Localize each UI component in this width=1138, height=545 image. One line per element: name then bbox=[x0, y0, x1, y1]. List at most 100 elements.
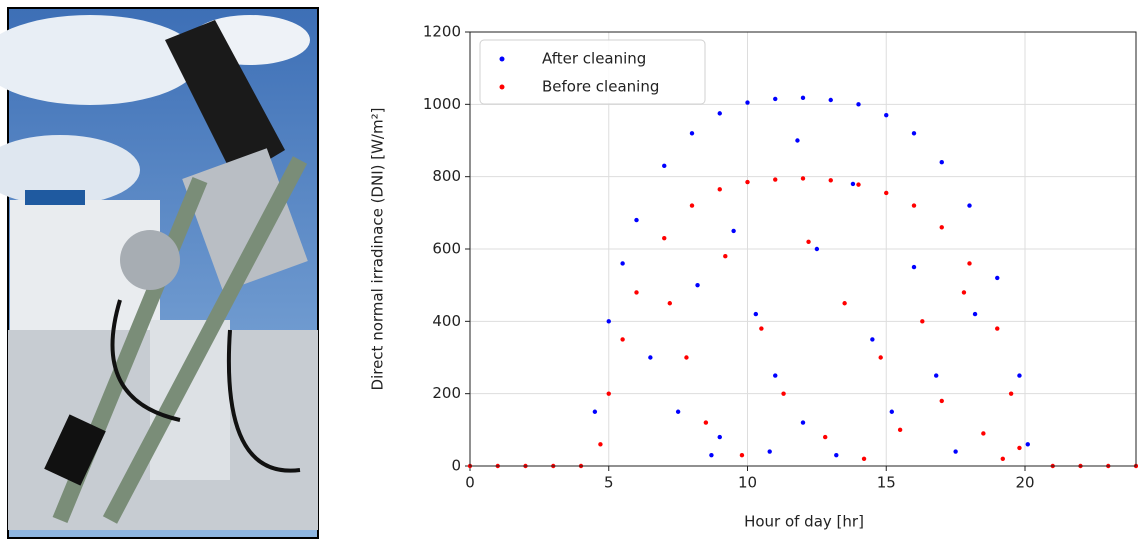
legend-box bbox=[479, 39, 706, 105]
point bbox=[1008, 391, 1014, 396]
point bbox=[897, 427, 903, 433]
point bbox=[684, 355, 689, 360]
y-tick-label: 1000 bbox=[423, 95, 461, 113]
point bbox=[911, 203, 917, 208]
point bbox=[995, 275, 1000, 281]
point bbox=[967, 261, 972, 266]
point bbox=[703, 420, 709, 425]
point bbox=[773, 96, 778, 102]
point bbox=[745, 179, 750, 185]
point bbox=[939, 398, 944, 404]
point bbox=[939, 160, 944, 165]
point bbox=[828, 97, 833, 103]
point bbox=[856, 182, 861, 187]
point bbox=[717, 111, 722, 116]
point bbox=[767, 449, 772, 454]
y-tick-label: 200 bbox=[432, 384, 461, 402]
point bbox=[606, 319, 611, 324]
x-tick-label: 5 bbox=[604, 474, 614, 492]
point bbox=[995, 326, 1000, 331]
point bbox=[620, 261, 625, 266]
point bbox=[662, 235, 667, 241]
x-axis-label: Hour of day [hr] bbox=[744, 513, 864, 531]
y-tick-label: 0 bbox=[451, 457, 461, 475]
point bbox=[920, 319, 925, 324]
point bbox=[773, 373, 778, 378]
legend-marker bbox=[499, 84, 505, 90]
point bbox=[823, 434, 828, 440]
y-tick-label: 600 bbox=[432, 240, 461, 258]
point bbox=[806, 239, 811, 244]
point bbox=[739, 452, 745, 458]
point bbox=[850, 181, 856, 187]
point bbox=[759, 326, 764, 331]
point bbox=[800, 176, 806, 181]
point bbox=[961, 290, 967, 295]
point bbox=[800, 420, 806, 425]
point bbox=[695, 282, 700, 288]
point bbox=[842, 301, 847, 306]
point bbox=[972, 311, 978, 317]
point bbox=[592, 409, 598, 414]
point bbox=[856, 102, 861, 107]
point bbox=[675, 409, 681, 414]
point bbox=[667, 301, 672, 306]
x-tick-label: 15 bbox=[877, 474, 896, 492]
point bbox=[709, 452, 714, 458]
point bbox=[620, 337, 625, 342]
legend-marker bbox=[499, 56, 505, 62]
axes-frame bbox=[469, 31, 1137, 467]
point bbox=[745, 100, 750, 105]
point bbox=[753, 311, 759, 317]
legend-label: Before cleaning bbox=[542, 78, 659, 96]
photo bbox=[0, 7, 319, 539]
point bbox=[861, 456, 867, 461]
point bbox=[648, 355, 653, 360]
point bbox=[689, 203, 695, 208]
point bbox=[689, 131, 695, 136]
point bbox=[800, 95, 806, 101]
point bbox=[934, 373, 939, 378]
point bbox=[662, 163, 667, 169]
point bbox=[1017, 445, 1022, 451]
point bbox=[884, 112, 889, 118]
y-tick-label: 800 bbox=[432, 167, 461, 185]
point bbox=[781, 391, 786, 396]
point bbox=[953, 449, 958, 454]
y-tick-label: 400 bbox=[432, 312, 461, 330]
point bbox=[911, 131, 917, 136]
point bbox=[967, 203, 972, 208]
point bbox=[723, 254, 728, 259]
point bbox=[795, 138, 800, 143]
point bbox=[1000, 456, 1005, 461]
point bbox=[884, 190, 889, 196]
point bbox=[814, 246, 820, 252]
point bbox=[773, 177, 778, 182]
point bbox=[634, 290, 639, 295]
point bbox=[634, 217, 639, 223]
legend-label: After cleaning bbox=[542, 50, 646, 68]
legend: After cleaning Before cleaning bbox=[479, 39, 706, 105]
point bbox=[878, 355, 883, 360]
point bbox=[1025, 442, 1030, 447]
point bbox=[889, 409, 894, 414]
point bbox=[870, 337, 875, 342]
x-tick-label: 20 bbox=[1015, 474, 1034, 492]
point bbox=[939, 225, 944, 230]
point bbox=[828, 178, 833, 183]
y-tick-label: 1200 bbox=[423, 23, 461, 41]
point bbox=[731, 228, 736, 234]
x-tick-label: 10 bbox=[738, 474, 757, 492]
point bbox=[834, 452, 839, 458]
point bbox=[981, 431, 986, 436]
point bbox=[717, 434, 722, 440]
y-axis-label: Direct normal irradinace (DNI) [W/m²] bbox=[369, 108, 387, 391]
point bbox=[1017, 373, 1022, 378]
point bbox=[717, 187, 722, 192]
point bbox=[606, 391, 611, 396]
point bbox=[911, 264, 917, 270]
x-tick-label: 0 bbox=[465, 474, 475, 492]
point bbox=[598, 442, 603, 447]
